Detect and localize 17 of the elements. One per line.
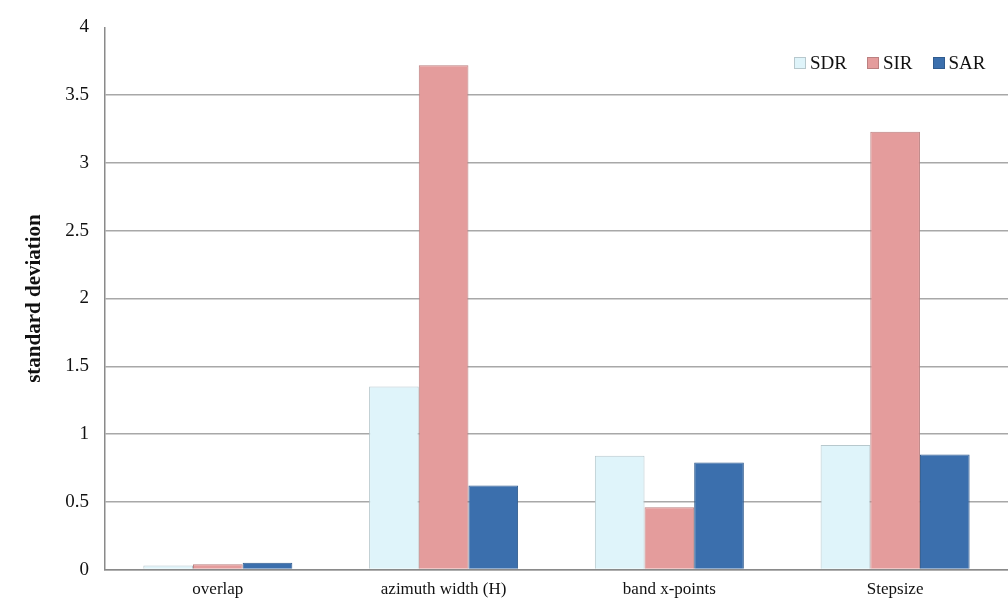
legend-label: SAR bbox=[948, 52, 986, 75]
y-tick-label: 2 bbox=[79, 286, 89, 308]
x-tick-label: azimuth width (H) bbox=[380, 579, 507, 599]
x-tick-label: band x-points bbox=[622, 579, 716, 599]
y-axis-title: standard deviation bbox=[21, 213, 46, 383]
y-tick-label: 1.5 bbox=[65, 354, 89, 376]
y-tick-label: 4 bbox=[79, 15, 90, 37]
legend-label: SIR bbox=[882, 52, 913, 75]
y-tick-label: 1 bbox=[79, 422, 89, 444]
y-tick-label: 2.5 bbox=[65, 218, 89, 240]
x-tick-label: overlap bbox=[192, 579, 244, 599]
y-tick-label: 0 bbox=[79, 557, 89, 579]
legend-label: SDR bbox=[810, 52, 847, 75]
x-tick-label: Stepsize bbox=[866, 579, 924, 599]
y-tick-label: 0.5 bbox=[65, 489, 89, 511]
y-tick-label: 3 bbox=[79, 150, 89, 172]
y-tick-label: 3.5 bbox=[65, 83, 89, 105]
